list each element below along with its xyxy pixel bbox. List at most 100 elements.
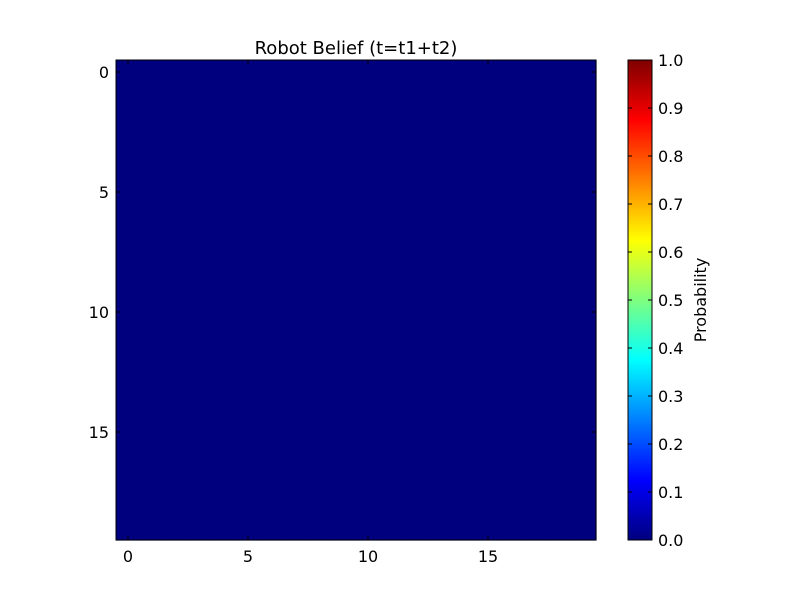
heatmap-cell (380, 60, 405, 85)
heatmap-cell (308, 132, 333, 157)
heatmap-cell (332, 468, 357, 493)
heatmap-cell (260, 348, 285, 373)
heatmap-cell (116, 156, 141, 181)
heatmap-cell (452, 396, 477, 421)
heatmap-cell (404, 516, 429, 541)
heatmap-cell (476, 132, 501, 157)
heatmap-cell (428, 420, 453, 445)
colorbar-tick-label: 0.4 (658, 339, 683, 358)
heatmap-cell (284, 468, 309, 493)
heatmap-cell (236, 156, 261, 181)
heatmap-cell (404, 396, 429, 421)
heatmap-cell (284, 492, 309, 517)
heatmap-cell (548, 324, 573, 349)
heatmap-cell (548, 132, 573, 157)
heatmap-cell (140, 516, 165, 541)
heatmap-cell (212, 324, 237, 349)
heatmap-cell (500, 156, 525, 181)
heatmap-cell (572, 516, 597, 541)
heatmap-cell (116, 252, 141, 277)
heatmap-cell (332, 444, 357, 469)
heatmap-cell (548, 108, 573, 133)
heatmap-cell (548, 156, 573, 181)
heatmap-cell (116, 276, 141, 301)
heatmap-cell (452, 60, 477, 85)
heatmap-cell (428, 60, 453, 85)
heatmap-cell (212, 300, 237, 325)
heatmap-cell (236, 252, 261, 277)
heatmap-cell (356, 324, 381, 349)
heatmap-cell (524, 300, 549, 325)
heatmap-cell (116, 492, 141, 517)
heatmap-cell (356, 252, 381, 277)
heatmap-cell (116, 420, 141, 445)
heatmap-cell (188, 228, 213, 253)
heatmap-cell (308, 324, 333, 349)
heatmap-cell (140, 180, 165, 205)
heatmap-cell (116, 348, 141, 373)
heatmap-cell (260, 396, 285, 421)
heatmap-cell (404, 420, 429, 445)
heatmap-cell (500, 180, 525, 205)
heatmap-cell (188, 108, 213, 133)
heatmap-cell (500, 396, 525, 421)
heatmap-cell (548, 204, 573, 229)
heatmap-cell (188, 396, 213, 421)
heatmap-cell (140, 372, 165, 397)
heatmap-cell (524, 444, 549, 469)
heatmap-cell (236, 132, 261, 157)
heatmap-cell (452, 156, 477, 181)
heatmap-cell (500, 132, 525, 157)
heatmap-cell (404, 204, 429, 229)
heatmap-cell (140, 420, 165, 445)
heatmap-cell (500, 252, 525, 277)
x-tick-label: 10 (358, 547, 378, 566)
heatmap-cell (164, 348, 189, 373)
heatmap-cell (332, 204, 357, 229)
heatmap-cell (332, 276, 357, 301)
heatmap-cell (308, 60, 333, 85)
heatmap-cell (452, 252, 477, 277)
heatmap-cell (236, 444, 261, 469)
heatmap-cell (500, 204, 525, 229)
heatmap-cell (332, 252, 357, 277)
heatmap-cell (524, 228, 549, 253)
heatmap-cell (500, 324, 525, 349)
heatmap-cell (500, 516, 525, 541)
heatmap-cell (236, 60, 261, 85)
heatmap-cell (404, 372, 429, 397)
heatmap-cell (452, 492, 477, 517)
heatmap-cell (116, 108, 141, 133)
heatmap-cell (212, 228, 237, 253)
heatmap-cell (212, 372, 237, 397)
heatmap-cell (404, 228, 429, 253)
heatmap-cell (572, 132, 597, 157)
heatmap-cell (548, 60, 573, 85)
colorbar-tick-label: 0.8 (658, 147, 683, 166)
heatmap-cell (212, 156, 237, 181)
heatmap-cell (428, 84, 453, 109)
colorbar-tick-label: 0.3 (658, 387, 683, 406)
heatmap-cell (188, 516, 213, 541)
heatmap-cell (380, 84, 405, 109)
heatmap-cell (476, 276, 501, 301)
heatmap-cell (404, 468, 429, 493)
heatmap-cell (260, 252, 285, 277)
heatmap-cell (260, 372, 285, 397)
heatmap-cell (548, 180, 573, 205)
heatmap-cell (284, 348, 309, 373)
heatmap-cell (188, 156, 213, 181)
heatmap-cell (284, 156, 309, 181)
heatmap-cell (332, 228, 357, 253)
heatmap-cell (404, 156, 429, 181)
heatmap-cell (188, 204, 213, 229)
heatmap-cell (452, 84, 477, 109)
heatmap-cell (308, 108, 333, 133)
heatmap-cell (356, 348, 381, 373)
heatmap-cell (524, 492, 549, 517)
heatmap-cell (476, 180, 501, 205)
heatmap-cell (548, 300, 573, 325)
heatmap-cell (308, 468, 333, 493)
heatmap-cell (260, 228, 285, 253)
heatmap-cell (476, 396, 501, 421)
